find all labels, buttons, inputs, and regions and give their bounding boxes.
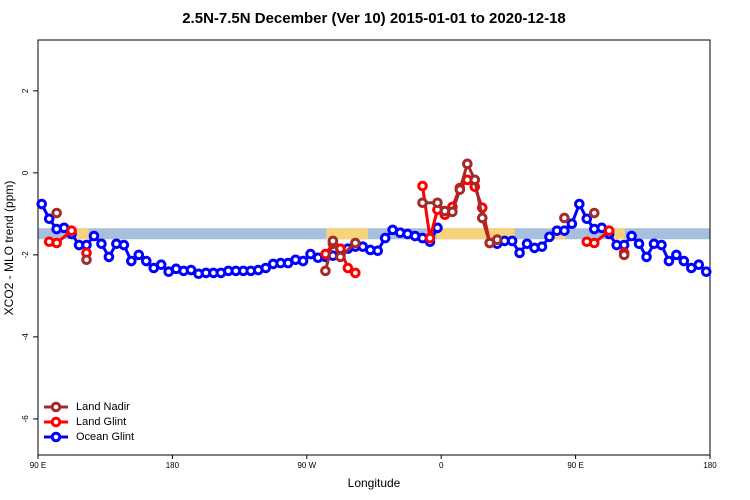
point <box>544 231 555 243</box>
series-line <box>324 236 357 272</box>
legend-label: Land Glint <box>76 416 126 428</box>
point <box>66 225 77 236</box>
point <box>581 213 593 225</box>
series-line <box>422 159 498 246</box>
point <box>342 262 354 274</box>
legend-marker <box>50 401 62 413</box>
point <box>700 266 712 277</box>
point <box>88 230 100 242</box>
point <box>379 232 391 244</box>
point <box>372 245 384 257</box>
point <box>491 234 503 246</box>
point <box>678 255 690 267</box>
point <box>350 267 361 279</box>
point <box>506 235 518 247</box>
point <box>43 213 55 225</box>
point <box>588 237 600 249</box>
point <box>96 238 107 250</box>
point <box>335 251 346 263</box>
point <box>327 235 339 247</box>
point <box>350 237 361 249</box>
band-highlight <box>326 228 369 240</box>
y-tick-label: 0 <box>21 170 30 175</box>
point <box>618 249 630 261</box>
y-tick-label: -6 <box>21 415 30 423</box>
x-tick-label: 90 E <box>567 461 583 470</box>
point <box>693 259 705 271</box>
point <box>671 249 682 261</box>
point <box>559 225 570 236</box>
x-tick-label: 0 <box>439 461 444 470</box>
point <box>536 241 548 252</box>
point <box>320 265 331 277</box>
y-tick-label: 2 <box>21 88 30 93</box>
point <box>588 207 600 219</box>
point <box>260 262 272 274</box>
plot-frame <box>37 39 711 456</box>
legend-marker <box>50 431 62 443</box>
point <box>51 207 62 219</box>
point <box>81 254 92 266</box>
point <box>514 247 525 259</box>
point <box>424 232 436 244</box>
legend-label: Land Nadir <box>76 401 130 413</box>
point <box>36 198 48 210</box>
point <box>633 238 645 250</box>
legend-marker <box>50 416 62 428</box>
point <box>641 251 652 263</box>
y-tick-label: -4 <box>21 333 30 341</box>
point <box>603 225 615 236</box>
x-tick-label: 180 <box>703 461 717 470</box>
x-axis-label: Longitude <box>348 476 401 490</box>
x-tick-label: 90 W <box>297 461 316 470</box>
point <box>133 249 145 261</box>
y-tick-label: -2 <box>21 251 30 259</box>
point <box>103 251 115 263</box>
point <box>469 174 481 186</box>
point <box>140 255 152 267</box>
point <box>417 197 428 209</box>
point <box>574 198 585 210</box>
chart-title: 2.5N-7.5N December (Ver 10) 2015-01-01 t… <box>182 10 566 27</box>
point <box>566 218 578 230</box>
band <box>38 228 710 240</box>
band-highlight <box>436 228 515 240</box>
point <box>454 184 466 195</box>
x-tick-label: 180 <box>166 461 180 470</box>
point <box>51 237 62 249</box>
x-tick-label: 90 E <box>30 461 46 470</box>
point <box>126 255 137 267</box>
point <box>432 197 443 209</box>
point <box>663 255 675 267</box>
band-highlight <box>75 228 89 240</box>
point <box>559 212 570 224</box>
point <box>521 238 533 250</box>
point <box>656 239 667 251</box>
legend-label: Ocean Glint <box>76 431 134 443</box>
band-highlight <box>608 228 625 240</box>
point <box>462 158 473 170</box>
point <box>476 212 488 224</box>
point <box>447 206 458 218</box>
point <box>626 230 637 242</box>
point <box>155 259 167 271</box>
point <box>417 180 428 192</box>
y-axis-label: XCO2 - MLO trend (ppm) <box>2 181 16 316</box>
point <box>118 239 130 251</box>
point <box>297 255 309 267</box>
